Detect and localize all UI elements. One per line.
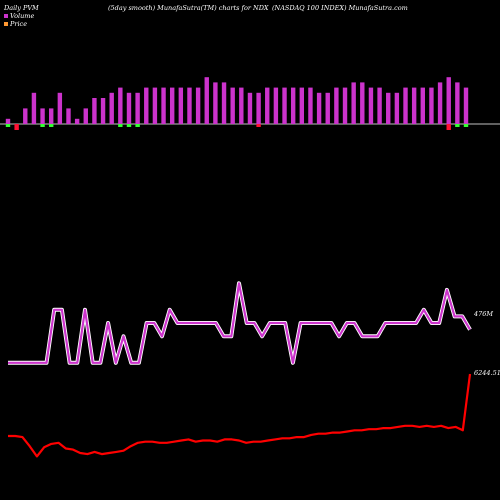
pvm-bar-up: [169, 87, 175, 124]
pvm-bar-up: [49, 108, 54, 124]
pvm-bar-up: [334, 87, 339, 124]
pvm-bar-up: [265, 87, 270, 124]
pvm-bar-up: [290, 87, 296, 124]
legend-price: Price: [4, 20, 27, 28]
pvm-bar-up: [429, 87, 434, 124]
pvm-bar-up: [31, 92, 37, 124]
chart-header-left: Daily PVM: [4, 4, 39, 12]
legend-volume-label: Volume: [10, 12, 35, 20]
pvm-bar-up: [360, 82, 365, 124]
pvm-bar-up: [282, 87, 287, 124]
pvm-bar-up: [126, 92, 132, 124]
pvm-bar-down: [49, 124, 54, 127]
pvm-bar-up: [195, 87, 201, 124]
legend-price-swatch: [4, 22, 8, 26]
pvm-bar-up: [351, 82, 356, 124]
pvm-bar-up: [273, 87, 279, 124]
pvm-bar-up: [5, 118, 11, 124]
chart-header-right: (NASDAQ 100 INDEX) MunafaSutra.com: [272, 4, 408, 12]
legend-price-label: Price: [10, 20, 28, 28]
pvm-bar-up: [230, 87, 235, 124]
pvm-bar-down: [446, 124, 451, 130]
pvm-bar-up: [325, 92, 330, 124]
pvm-bar-up: [411, 87, 417, 124]
pvm-bar-up: [109, 92, 114, 124]
pvm-bar-up: [135, 92, 140, 124]
pvm-bar-down: [256, 124, 261, 127]
pvm-bar-up: [40, 108, 45, 124]
pvm-bar-up: [100, 98, 106, 124]
pvm-bar-up: [386, 92, 391, 124]
pvm-bar-up: [256, 92, 261, 124]
volume-end-label: 476M: [474, 310, 494, 318]
pvm-bar-up: [308, 87, 313, 124]
pvm-bar-up: [161, 87, 166, 124]
pvm-bar-up: [187, 87, 192, 124]
pvm-bar-up: [221, 82, 227, 124]
pvm-bar-up: [420, 87, 425, 124]
volume-line: [8, 282, 471, 364]
pvm-bar-up: [152, 87, 158, 124]
pvm-bar-up: [342, 87, 348, 124]
pvm-bar-down: [118, 124, 123, 127]
pvm-bar-up: [299, 87, 305, 124]
pvm-bar-down: [40, 124, 45, 127]
pvm-bar-up: [394, 92, 400, 124]
pvm-bar-up: [204, 77, 209, 124]
pvm-bar-up: [144, 87, 149, 124]
pvm-bar-down: [463, 124, 469, 127]
pvm-bar-up: [247, 92, 253, 124]
pvm-bar-up: [316, 92, 322, 124]
pvm-bar-up: [74, 118, 80, 124]
price-end-label: 6244.51: [474, 369, 500, 377]
legend-volume-swatch: [4, 14, 8, 18]
pvm-bar-up: [118, 87, 123, 124]
pvm-bar-up: [403, 87, 408, 124]
pvm-bar-up: [57, 92, 63, 124]
pvm-bar-up: [446, 77, 451, 124]
pvm-bar-up: [83, 108, 88, 124]
legend-volume: Volume: [4, 12, 34, 20]
pvm-bar-up: [23, 108, 28, 124]
pvm-bar-up: [92, 98, 97, 124]
pvm-bar-down: [135, 124, 140, 127]
pvm-bar-down: [5, 124, 11, 127]
pvm-bar-up: [377, 87, 382, 124]
pvm-bar-down: [126, 124, 132, 127]
pvm-bar-up: [463, 87, 469, 124]
pvm-bar-down: [14, 124, 19, 130]
pvm-bar-up: [178, 87, 184, 124]
pvm-bar-up: [455, 82, 460, 124]
pvm-bar-up: [437, 82, 443, 124]
pvm-bar-up: [213, 82, 218, 124]
pvm-bar-up: [239, 87, 244, 124]
pvm-bar-down: [455, 124, 460, 127]
pvm-bar-up: [368, 87, 374, 124]
pvm-bar-up: [66, 108, 71, 124]
price-line: [8, 373, 472, 458]
chart-header-middle: (5day smooth) MunafaSutra(TM) charts for…: [108, 4, 269, 12]
